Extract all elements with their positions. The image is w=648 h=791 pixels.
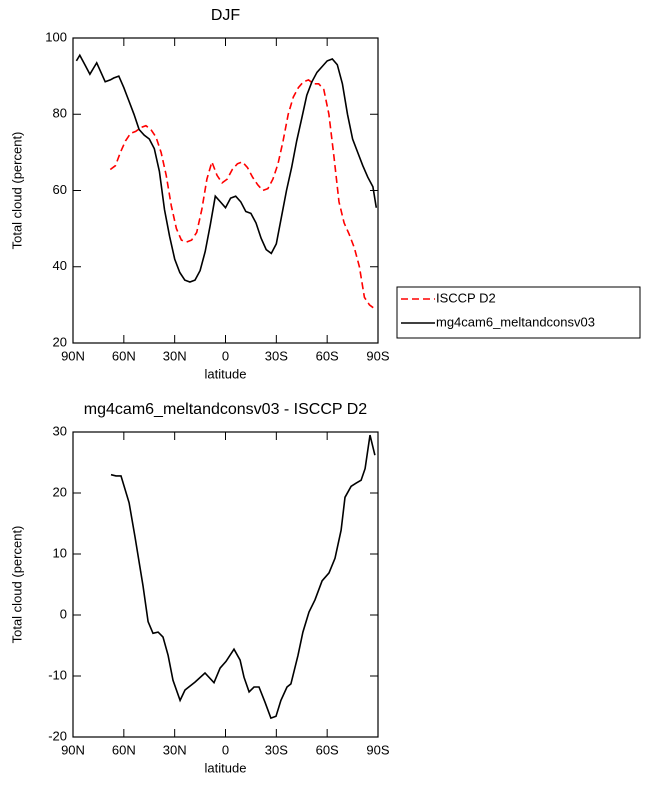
- y-tick-label: 30: [53, 423, 67, 438]
- chart-title: DJF: [211, 7, 241, 24]
- y-tick-label: 80: [53, 106, 67, 121]
- x-axis-label: latitude: [205, 366, 247, 381]
- x-tick-label: 0: [222, 348, 229, 363]
- y-tick-label: -10: [48, 667, 67, 682]
- x-tick-label: 60N: [112, 742, 136, 757]
- x-tick-label: 60N: [112, 348, 136, 363]
- plot-frame: [72, 37, 379, 344]
- y-axis-label: Total cloud (percent): [9, 132, 24, 250]
- plot-frame: [72, 431, 379, 738]
- legend-label: ISCCP D2: [436, 290, 496, 305]
- x-tick-label: 30N: [163, 348, 187, 363]
- y-tick-label: 40: [53, 258, 67, 273]
- x-tick-label: 90N: [61, 742, 85, 757]
- data-line: [109, 78, 376, 310]
- x-tick-label: 30N: [163, 742, 187, 757]
- y-tick-label: 60: [53, 182, 67, 197]
- x-tick-label: 60S: [316, 348, 339, 363]
- x-tick-label: 30S: [265, 742, 288, 757]
- x-tick-label: 90S: [366, 348, 389, 363]
- x-tick-label: 0: [222, 742, 229, 757]
- chart-title: mg4cam6_meltandconsv03 - ISCCP D2: [84, 401, 367, 418]
- x-tick-label: 30S: [265, 348, 288, 363]
- y-axis-label: Total cloud (percent): [9, 526, 24, 644]
- x-tick-label: 60S: [316, 742, 339, 757]
- y-tick-label: 100: [45, 29, 67, 44]
- x-tick-label: 90N: [61, 348, 85, 363]
- y-tick-label: 0: [60, 606, 67, 621]
- y-tick-label: 20: [53, 334, 67, 349]
- y-tick-label: 10: [53, 545, 67, 560]
- legend-label: mg4cam6_meltandconsv03: [436, 314, 595, 329]
- legend-box: [396, 286, 641, 339]
- x-axis-label: latitude: [205, 760, 247, 775]
- data-line: [75, 53, 378, 283]
- x-tick-label: 90S: [366, 742, 389, 757]
- y-tick-label: -20: [48, 728, 67, 743]
- data-line: [110, 434, 376, 720]
- y-tick-label: 20: [53, 484, 67, 499]
